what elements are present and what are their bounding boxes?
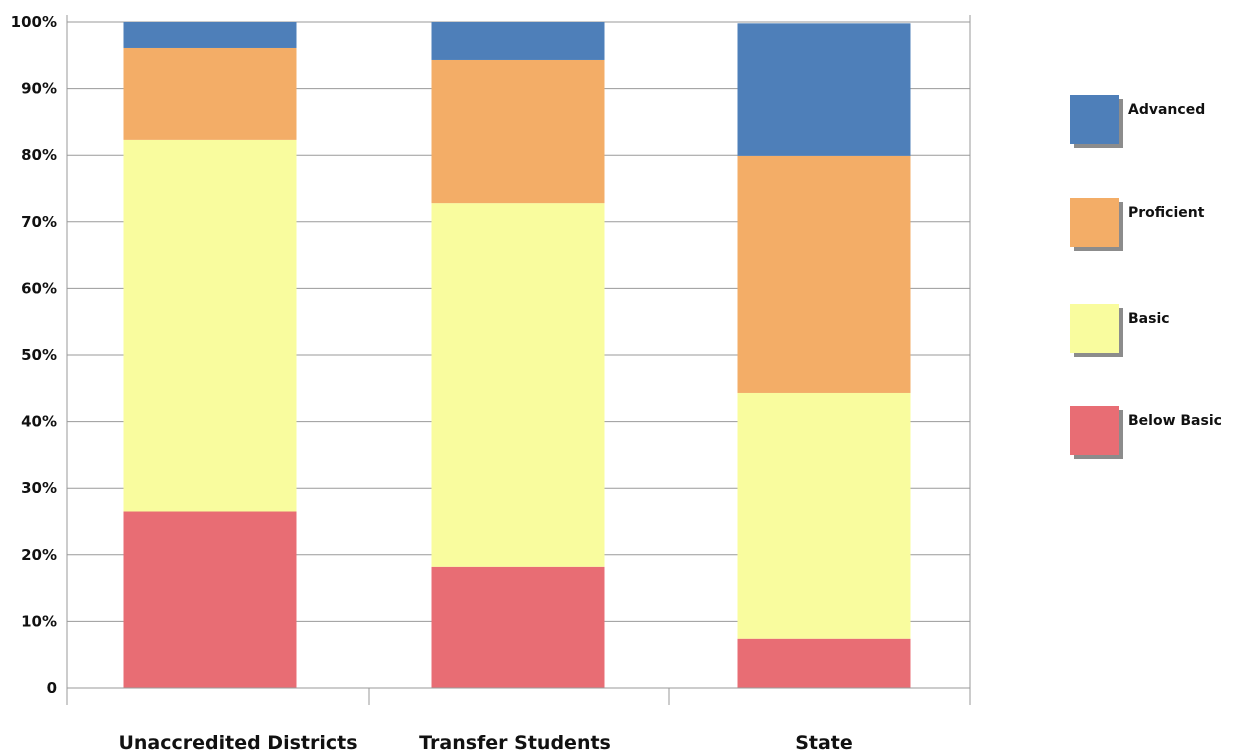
y-tick-label: 20%	[21, 546, 57, 564]
bar-segment	[737, 392, 911, 639]
legend-swatch	[1070, 406, 1119, 455]
legend-swatch	[1070, 95, 1119, 144]
y-tick-label: 30%	[21, 479, 57, 497]
bar-segment	[123, 139, 297, 512]
y-tick-label: 0	[47, 679, 57, 697]
bar-segment	[123, 22, 297, 48]
x-category-label: Transfer Students	[419, 732, 611, 752]
bar-segment	[123, 47, 297, 140]
bars	[123, 22, 911, 688]
legend-label: Basic	[1128, 311, 1170, 327]
bar-segment	[431, 22, 605, 60]
bar-segment	[737, 23, 911, 156]
axes	[66, 15, 971, 705]
y-tick-label: 80%	[21, 146, 57, 164]
legend-label: Advanced	[1128, 102, 1205, 118]
bar-segment	[737, 638, 911, 688]
legend-swatch	[1070, 304, 1119, 353]
x-category-label: Unaccredited Districts	[118, 732, 357, 752]
y-tick-label: 50%	[21, 346, 57, 364]
bar-segment	[431, 59, 605, 204]
bar-segment	[431, 566, 605, 688]
y-tick-label: 10%	[21, 612, 57, 630]
legend-swatch	[1070, 198, 1119, 247]
y-tick-label: 60%	[21, 279, 57, 297]
y-tick-label: 100%	[11, 13, 57, 31]
bar-segment	[123, 511, 297, 688]
y-tick-label: 70%	[21, 213, 57, 231]
bar-segment	[737, 155, 911, 393]
legend-label: Below Basic	[1128, 413, 1222, 429]
y-tick-label: 40%	[21, 413, 57, 431]
x-axis-labels: Unaccredited Districts Transfer Students S…	[118, 732, 852, 752]
y-tick-label: 90%	[21, 80, 57, 98]
y-axis-ticks: 0 10% 20% 30% 40% 50% 60% 70% 80% 90% 100%	[11, 13, 57, 697]
legend: Advanced Proficient Basic Below Basic	[1070, 95, 1222, 459]
x-category-label: State	[795, 732, 853, 752]
legend-label: Proficient	[1128, 205, 1205, 221]
bar-segment	[431, 203, 605, 567]
